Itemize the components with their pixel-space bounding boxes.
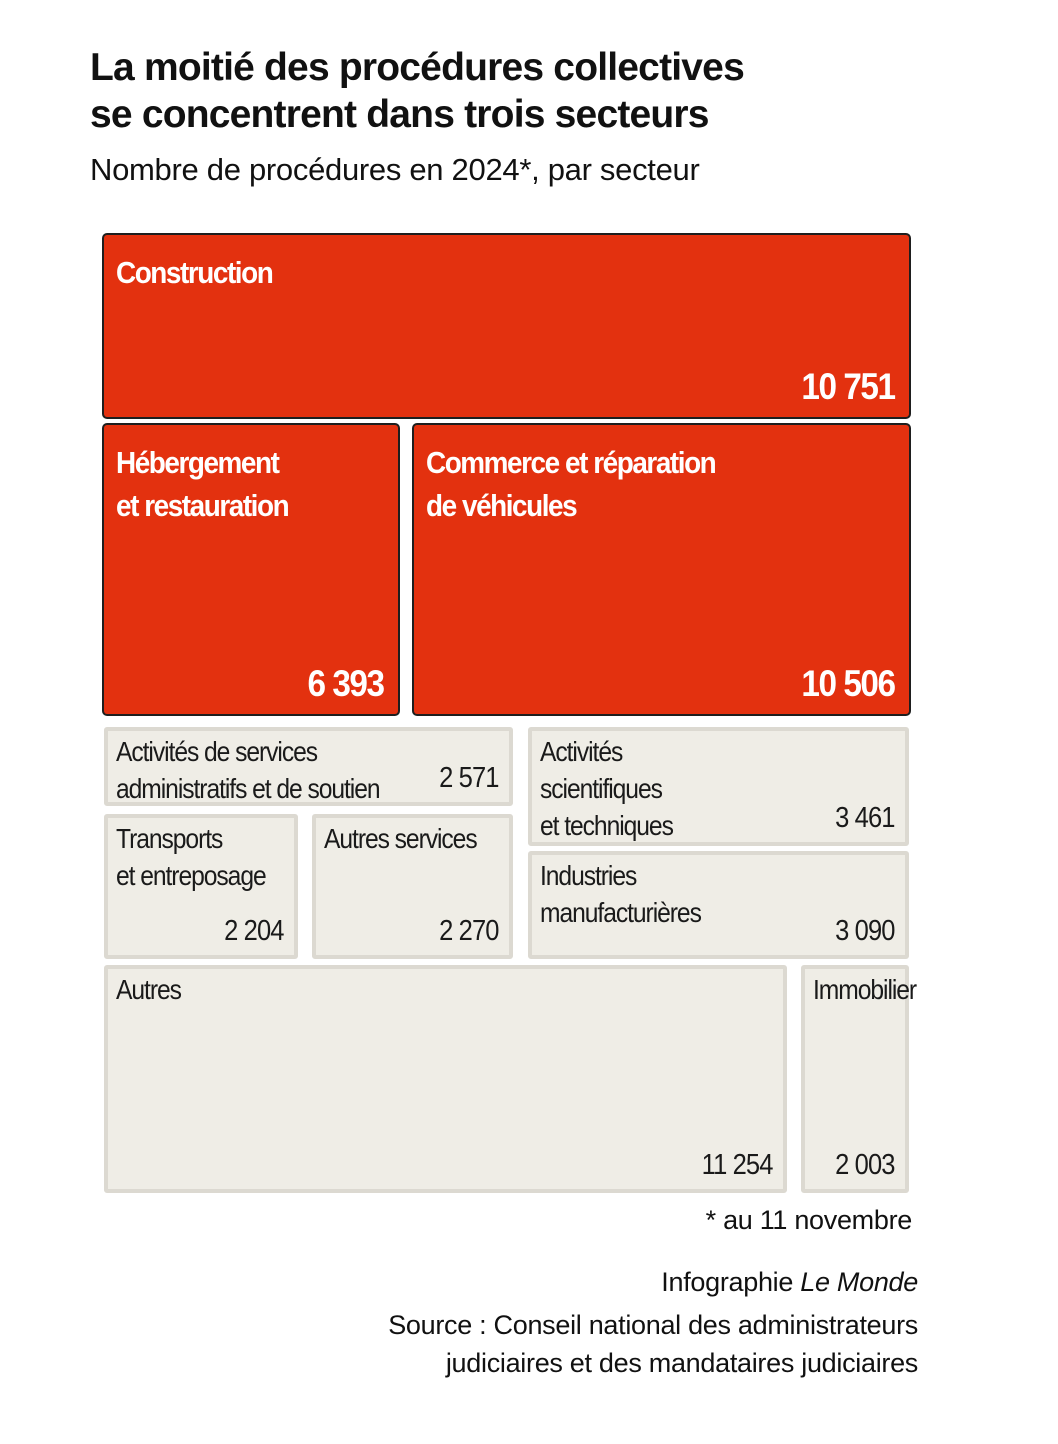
- tile-label: Activités de services administratifs et d…: [116, 733, 381, 807]
- tile-label: Commerce et réparation de véhicules: [426, 441, 717, 527]
- tile-label: Transports et entreposage: [116, 820, 267, 894]
- treemap-tile-autres: Autres 11 254: [104, 965, 787, 1193]
- tile-label-line: scientifiques: [540, 773, 663, 804]
- tile-label-line: Commerce et réparation: [426, 445, 717, 480]
- source-line-1: Source : Conseil national des administra…: [388, 1310, 918, 1340]
- tile-value: 11 254: [702, 1149, 774, 1181]
- chart-title-line-1: La moitié des procédures collectives: [90, 46, 745, 89]
- tile-value: 2 003: [835, 1149, 896, 1181]
- tile-label-line: Transports: [116, 823, 223, 854]
- treemap-tile-autres-services: Autres services 2 270: [312, 814, 513, 959]
- tile-label: Autres services: [324, 820, 478, 857]
- treemap-tile-activites-de-services-administratifs-et-de-soutien: Activités de services administratifs et d…: [104, 727, 513, 806]
- tile-label-line: Autres: [116, 974, 182, 1005]
- footnote: * au 11 novembre: [705, 1205, 913, 1235]
- source: Source : Conseil national des administra…: [388, 1306, 918, 1382]
- treemap-tile-activites-scientifiques-et-techniques: Activités scientifiques et techniques 3 461: [528, 727, 909, 846]
- credit-prefix: Infographie: [661, 1267, 794, 1297]
- tile-label-line: Industries: [540, 860, 637, 891]
- chart-title-line-2: se concentrent dans trois secteurs: [90, 93, 710, 136]
- credit: Infographie Le Monde: [661, 1263, 918, 1301]
- tile-label-line: Hébergement: [116, 445, 280, 480]
- tile-value: 3 461: [835, 802, 896, 834]
- treemap-tile-transports-et-entreposage: Transports et entreposage 2 204: [104, 814, 298, 959]
- tile-label: Autres: [116, 971, 182, 1008]
- tile-label-line: de véhicules: [426, 488, 578, 523]
- tile-label-line: Activités de services: [116, 736, 318, 767]
- tile-label-line: Construction: [116, 255, 274, 290]
- treemap-tile-construction: Construction 10 751: [104, 235, 909, 417]
- treemap-tile-immobilier: Immobilier 2 003: [801, 965, 917, 1193]
- tile-value: 2 571: [439, 762, 500, 794]
- tile-label-line: administratifs et de soutien: [116, 773, 381, 804]
- tile-label: Activités scientifiques et techniques: [540, 733, 674, 844]
- chart-title: La moitié des procédures collectives se …: [90, 44, 950, 138]
- tile-label: Hébergement et restauration: [116, 441, 290, 527]
- tile-value: 3 090: [835, 915, 896, 947]
- tile-label-line: et entreposage: [116, 860, 267, 891]
- tile-label-line: Immobilier: [813, 974, 917, 1005]
- tile-label-line: et techniques: [540, 810, 674, 841]
- treemap-tile-industries-manufacturieres: Industries manufacturières 3 090: [528, 851, 909, 959]
- tile-value: 2 204: [224, 915, 285, 947]
- tile-label-line: Activités: [540, 736, 623, 767]
- tile-value: 10 506: [801, 663, 897, 704]
- tile-label: Construction: [116, 251, 274, 294]
- tile-label-line: manufacturières: [540, 897, 702, 928]
- treemap-tile-hebergement-et-restauration: Hébergement et restauration 6 393: [104, 425, 398, 714]
- tile-value: 10 751: [801, 366, 897, 407]
- source-line-2: judiciaires et des mandataires judiciair…: [445, 1348, 918, 1378]
- tile-value: 2 270: [439, 915, 500, 947]
- treemap-tile-commerce-et-reparation-de-vehicules: Commerce et réparation de véhicules 10 506: [414, 425, 909, 714]
- tile-label-line: Autres services: [324, 823, 478, 854]
- tile-label: Industries manufacturières: [540, 857, 702, 931]
- tile-label: Immobilier: [813, 971, 917, 1008]
- tile-value: 6 393: [307, 663, 386, 704]
- chart-subtitle: Nombre de procédures en 2024*, par secte…: [90, 152, 700, 187]
- tile-label-line: et restauration: [116, 488, 290, 523]
- credit-brand: Le Monde: [800, 1267, 918, 1297]
